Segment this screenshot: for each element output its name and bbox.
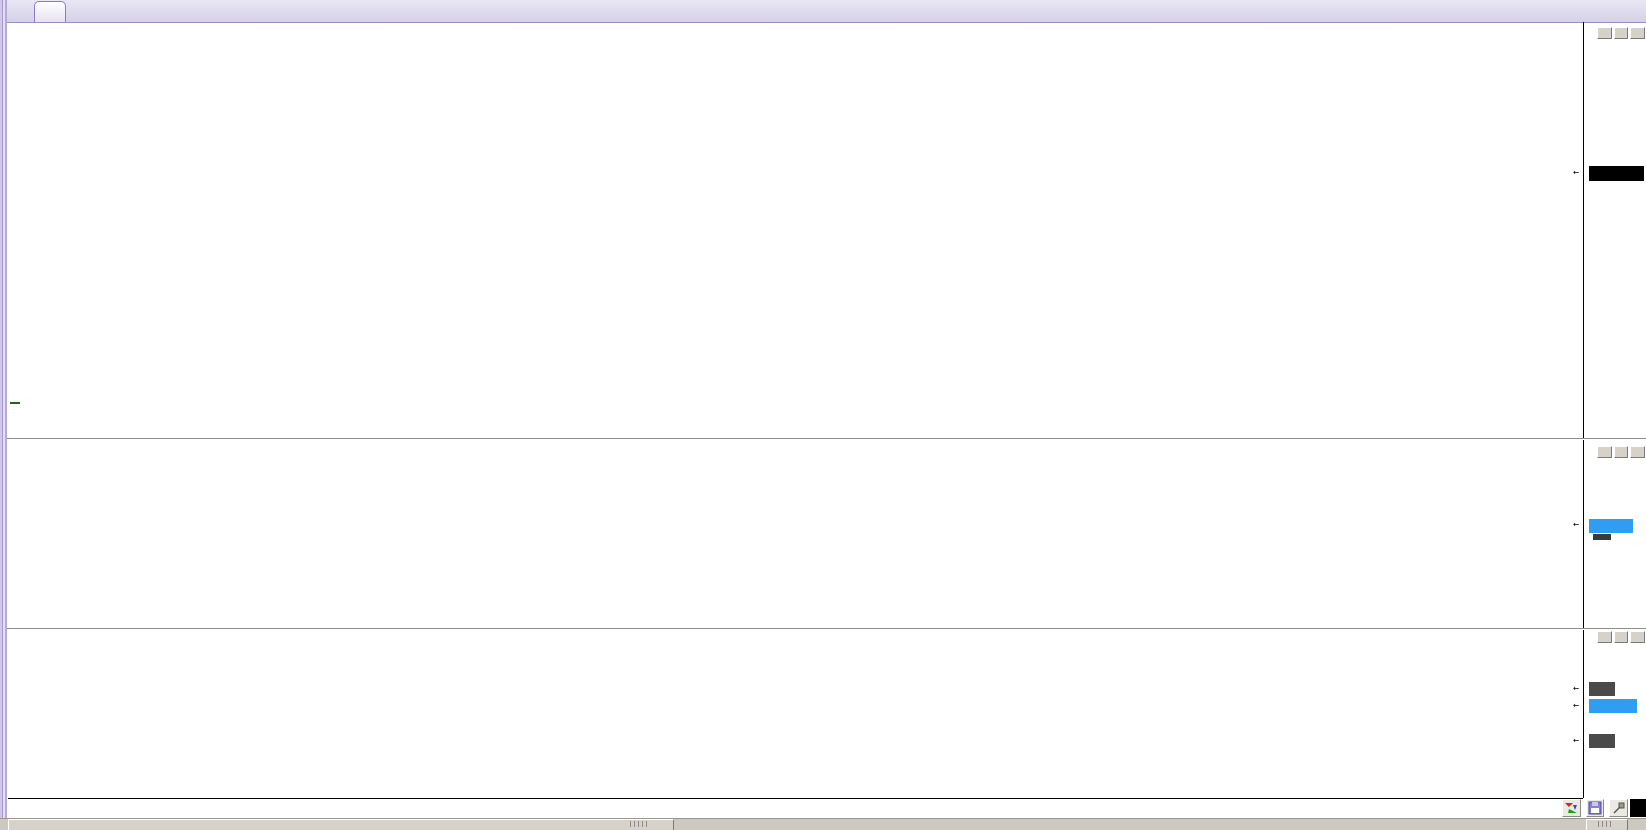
- macd-axis-notch: [1593, 534, 1611, 540]
- close-icon[interactable]: [1630, 631, 1646, 643]
- refresh-icon: [1565, 803, 1578, 813]
- rsi-upper-band-box: [1589, 682, 1615, 696]
- close-icon[interactable]: [1630, 446, 1646, 458]
- minimize-icon[interactable]: [1597, 631, 1612, 643]
- main-chart-header: [12, 24, 44, 80]
- tab-bar: [0, 0, 1646, 23]
- close-icon[interactable]: [1630, 27, 1646, 39]
- rsi-header: [12, 632, 44, 772]
- macd-value-box: [1589, 519, 1633, 533]
- orders-status-badge: [10, 402, 20, 404]
- scrollbar-grip-right: [1598, 821, 1612, 827]
- rsi-panel-window-buttons: [1597, 631, 1646, 643]
- save-button[interactable]: [1585, 799, 1605, 817]
- rsi-upper-arrow-icon: ←: [1573, 683, 1580, 694]
- save-icon: [1588, 801, 1602, 815]
- pin-icon: [1613, 802, 1625, 814]
- scrollbar-grip: [630, 821, 650, 827]
- refresh-data-button[interactable]: [1562, 799, 1581, 817]
- rsi-value-arrow-icon: ←: [1573, 700, 1580, 711]
- panel-divider: [7, 628, 1646, 629]
- macd-panel-window-buttons: [1597, 446, 1646, 458]
- price-arrow-icon: ←: [1573, 167, 1580, 178]
- maximize-icon[interactable]: [1613, 446, 1629, 458]
- time-axis-border: [8, 798, 1583, 799]
- panel-divider: [7, 629, 1646, 630]
- maximize-icon[interactable]: [1613, 631, 1629, 643]
- rsi-lower-band-box: [1589, 734, 1615, 748]
- minimize-icon[interactable]: [1597, 27, 1612, 39]
- macd-arrow-icon: ←: [1573, 519, 1580, 530]
- scrollbar-thumb[interactable]: [8, 819, 674, 830]
- macd-header: [12, 442, 44, 582]
- rsi-value-box: [1589, 699, 1637, 713]
- last-price-box: [1589, 166, 1644, 181]
- panel-divider: [7, 438, 1646, 439]
- window-frame-strip: [0, 0, 7, 830]
- corner-square: [1630, 799, 1646, 817]
- maximize-icon[interactable]: [1613, 27, 1629, 39]
- price-axis-border: [1583, 22, 1584, 798]
- rsi-lower-arrow-icon: ←: [1573, 735, 1580, 746]
- main-panel-window-buttons: [1597, 27, 1646, 39]
- tab-ibex-1d[interactable]: [34, 1, 66, 22]
- bottom-icon-tray: [1562, 799, 1629, 817]
- pin-button[interactable]: [1609, 799, 1629, 817]
- minimize-icon[interactable]: [1597, 446, 1612, 458]
- panel-divider: [7, 439, 1646, 440]
